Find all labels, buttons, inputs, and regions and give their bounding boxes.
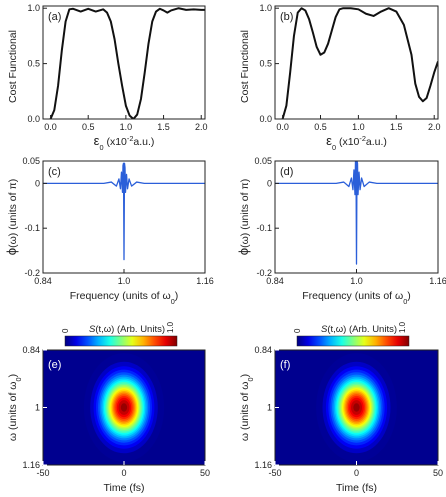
x-axis-label: ε0 (x10-2a.u.)	[326, 133, 387, 152]
x-axis-label: Frequency (units of ω0)	[302, 290, 411, 306]
x-tick-label: 1.5	[390, 122, 403, 132]
x-axis-label: Time (fs)	[103, 482, 144, 494]
y-tick-label: -0.1	[24, 223, 40, 233]
y-tick-label: 1	[35, 403, 40, 413]
x-tick-label: 1.16	[196, 276, 214, 286]
data-line-series-0	[275, 161, 438, 265]
x-tick-label: 0.5	[82, 122, 95, 132]
data-line-series-0	[43, 162, 205, 261]
y-tick-label: 0.5	[259, 59, 272, 69]
y-axis-label: Cost Functional	[7, 30, 19, 103]
y-tick-label: 0.84	[254, 345, 272, 355]
x-tick-label: 2.0	[428, 122, 441, 132]
chart-panel-e: -50 0 50 0.84 1 1.16 (e) ω (units of ω0) Time (f…	[7, 321, 210, 494]
chart-panel-f: -50 0 50 0.84 1 1.16 (f) ω (units of ω0) Time (f…	[239, 321, 443, 494]
y-tick-label: 0.05	[22, 156, 40, 166]
x-tick-label: -50	[36, 468, 49, 478]
chart-panel-c: 0.84 1.0 1.16 0.05 0 -0.1 -0.2 (c) ϕ(ω) (units o…	[4, 156, 214, 306]
y-tick-label: 1.16	[22, 460, 40, 470]
x-axis-label: Frequency (units of ω0)	[70, 290, 179, 306]
x-tick-label: 1.5	[157, 122, 170, 132]
panel-label: (e)	[48, 359, 61, 371]
x-tick-label: 50	[200, 468, 210, 478]
y-tick-label: -0.2	[24, 268, 40, 278]
colorbar-tick-label: 0	[61, 328, 70, 333]
y-tick-label: 1.0	[259, 3, 272, 13]
colorbar-tick-label: 1.0	[166, 321, 175, 333]
panel-label: (a)	[48, 11, 61, 23]
chart-panel-a: 0.0 0.5 1.0 1.5 2.0 0.0 0.5 1.0 (a) Cost Function…	[7, 3, 207, 151]
y-tick-label: 0.84	[22, 345, 40, 355]
colorbar-label: S(t,ω) (Arb. Units)	[89, 324, 165, 335]
y-tick-label: 0.0	[27, 114, 40, 124]
x-tick-label: 0.84	[34, 276, 52, 286]
y-axis-label: ω (units of ω0)	[7, 374, 23, 441]
chart-panel-b: 0.0 0.5 1.0 1.5 2.0 0.0 0.5 1.0 (b) Cost Function…	[239, 3, 440, 151]
x-axis-label: ε0 (x10-2a.u.)	[94, 133, 155, 152]
y-tick-label: -0.2	[256, 268, 272, 278]
y-tick-label: 0.0	[259, 114, 272, 124]
colorbar	[64, 335, 178, 347]
colorbar	[296, 335, 410, 347]
x-tick-label: 1.0	[350, 276, 363, 286]
x-tick-label: 0	[354, 468, 359, 478]
panel-label: (b)	[280, 11, 293, 23]
y-tick-label: -0.1	[256, 223, 272, 233]
x-tick-label: 0.84	[266, 276, 284, 286]
x-tick-label: 0.0	[44, 122, 57, 132]
x-tick-label: 0.0	[276, 122, 289, 132]
colorbar-tick-label: 1.0	[398, 321, 407, 333]
y-tick-label: 1	[267, 403, 272, 413]
x-tick-label: 0.5	[314, 122, 327, 132]
chart-panel-d: 0.84 1.0 1.16 0.05 0 -0.1 -0.2 (d) ϕ(ω) (units o…	[236, 156, 446, 306]
data-line-series-0	[281, 7, 438, 119]
y-tick-label: 0	[35, 178, 40, 188]
x-tick-label: 1.16	[429, 276, 446, 286]
panel-label: (f)	[280, 359, 290, 371]
y-tick-label: 1.0	[27, 3, 40, 13]
y-axis-label: ϕ(ω) (units of π)	[236, 179, 251, 255]
heatmap-contour-band	[120, 403, 128, 412]
y-axis-label: Cost Functional	[239, 30, 251, 103]
x-tick-label: 2.0	[195, 122, 208, 132]
x-tick-label: 0	[121, 468, 126, 478]
x-tick-label: 1.0	[118, 276, 131, 286]
y-tick-label: 1.16	[254, 460, 272, 470]
x-tick-label: -50	[268, 468, 281, 478]
plot-frame	[274, 5, 439, 120]
y-tick-label: 0.5	[27, 59, 40, 69]
colorbar-label: S(t,ω) (Arb. Units)	[321, 324, 397, 335]
plot-frame	[42, 5, 206, 120]
x-axis-label: Time (fs)	[336, 482, 377, 494]
y-axis-label: ϕ(ω) (units of π)	[4, 179, 19, 255]
x-tick-label: 1.0	[352, 122, 365, 132]
panel-label: (c)	[48, 166, 61, 178]
y-axis-label: ω (units of ω0)	[239, 374, 255, 441]
data-line-series-0	[49, 7, 205, 119]
x-tick-label: 50	[433, 468, 443, 478]
y-tick-label: 0	[267, 178, 272, 188]
x-tick-label: 1.0	[120, 122, 133, 132]
heatmap-contour-band	[353, 403, 360, 412]
y-tick-label: 0.05	[254, 156, 272, 166]
colorbar-tick-label: 0	[293, 328, 302, 333]
panel-label: (d)	[280, 166, 293, 178]
